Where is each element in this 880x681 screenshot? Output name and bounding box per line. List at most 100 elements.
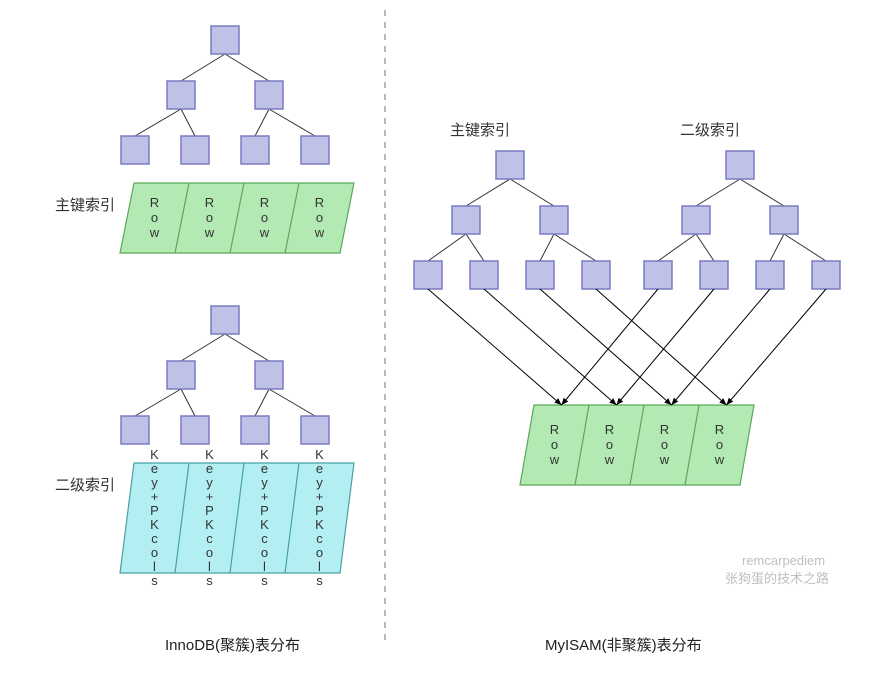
myisam-data-cell-3: o bbox=[716, 437, 723, 452]
myisam-data-cell-3: R bbox=[715, 422, 724, 437]
cell-char: + bbox=[206, 489, 214, 504]
cell-char: e bbox=[261, 461, 268, 476]
innodb-sec-tree-leaf-0 bbox=[121, 416, 149, 444]
cell-char: l bbox=[263, 559, 266, 574]
cell-char: s bbox=[206, 573, 213, 588]
myisam-data-cell-2: w bbox=[659, 452, 670, 467]
edge bbox=[255, 109, 269, 136]
cell-char: s bbox=[316, 573, 323, 588]
innodb-pk-tree-edge bbox=[225, 54, 269, 81]
myisam-pk-tree-leaf-2 bbox=[526, 261, 554, 289]
edge bbox=[135, 109, 181, 136]
myisam-data-cell-0: w bbox=[549, 452, 560, 467]
innodb-pk-tree-leaf-0 bbox=[121, 136, 149, 164]
innodb-sec-tree-leaf-2 bbox=[241, 416, 269, 444]
innodb-pk-data-cell-3: w bbox=[314, 225, 325, 240]
myisam-sec-arrow-0 bbox=[562, 289, 659, 405]
myisam-caption: MyISAM(非聚簇)表分布 bbox=[545, 636, 702, 654]
watermark-0: remcarpediem bbox=[742, 553, 825, 568]
myisam-sec-arrow-3 bbox=[727, 289, 827, 405]
cell-char: o bbox=[316, 545, 323, 560]
myisam-pk-tree-edge bbox=[466, 179, 510, 206]
cell-char: l bbox=[208, 559, 211, 574]
cell-char: K bbox=[150, 447, 159, 462]
myisam-data-cell-1: o bbox=[606, 437, 613, 452]
cell-char: y bbox=[151, 475, 158, 490]
myisam-data-cell-0: o bbox=[551, 437, 558, 452]
innodb-pk-data-cell-2: R bbox=[260, 195, 269, 210]
edge bbox=[269, 109, 315, 136]
innodb-sec-tree-root bbox=[211, 306, 239, 334]
cell-char: e bbox=[206, 461, 213, 476]
innodb-pk-data-cell-0: R bbox=[150, 195, 159, 210]
cell-char: o bbox=[261, 545, 268, 560]
myisam-pk-label: 主键索引 bbox=[450, 122, 510, 139]
innodb-pk-tree-edge bbox=[181, 54, 225, 81]
edge bbox=[428, 234, 466, 261]
innodb-sec-tree-leaf-3 bbox=[301, 416, 329, 444]
myisam-pk-arrow-3 bbox=[596, 289, 727, 405]
cell-char: e bbox=[316, 461, 323, 476]
myisam-data-cell-0: R bbox=[550, 422, 559, 437]
myisam-data-cell-3: w bbox=[714, 452, 725, 467]
myisam-pk-tree-mid-1 bbox=[540, 206, 568, 234]
innodb-pk-data-cell-2: o bbox=[261, 210, 268, 225]
innodb-sec-tree-edge bbox=[225, 334, 269, 361]
cell-char: K bbox=[315, 447, 324, 462]
cell-char: + bbox=[261, 489, 269, 504]
myisam-sec-label: 二级索引 bbox=[680, 122, 740, 139]
cell-char: K bbox=[260, 447, 269, 462]
cell-char: c bbox=[316, 531, 323, 546]
myisam-pk-tree-edge bbox=[510, 179, 554, 206]
cell-char: l bbox=[153, 559, 156, 574]
cell-char: o bbox=[151, 545, 158, 560]
myisam-pk-tree-mid-0 bbox=[452, 206, 480, 234]
innodb-pk-data-cell-0: o bbox=[151, 210, 158, 225]
innodb-caption: InnoDB(聚簇)表分布 bbox=[165, 636, 300, 654]
innodb-pk-tree-mid-1 bbox=[255, 81, 283, 109]
edge bbox=[135, 389, 181, 416]
edge bbox=[658, 234, 696, 261]
edge bbox=[696, 234, 714, 261]
myisam-pk-tree-root bbox=[496, 151, 524, 179]
innodb-pk-data-cell-3: o bbox=[316, 210, 323, 225]
cell-char: K bbox=[205, 447, 214, 462]
edge bbox=[770, 234, 784, 261]
innodb-pk-tree-root bbox=[211, 26, 239, 54]
myisam-data-cell-1: w bbox=[604, 452, 615, 467]
myisam-sec-tree-leaf-2 bbox=[756, 261, 784, 289]
innodb-sec-label: 二级索引 bbox=[55, 477, 115, 494]
edge bbox=[466, 234, 484, 261]
myisam-sec-tree-leaf-1 bbox=[700, 261, 728, 289]
edge bbox=[181, 389, 195, 416]
watermark-1: 张狗蛋的技术之路 bbox=[725, 571, 829, 586]
edge bbox=[554, 234, 596, 261]
myisam-sec-tree-mid-0 bbox=[682, 206, 710, 234]
myisam-data-cell-1: R bbox=[605, 422, 614, 437]
myisam-sec-tree-mid-1 bbox=[770, 206, 798, 234]
cell-char: P bbox=[205, 503, 214, 518]
edge bbox=[540, 234, 554, 261]
myisam-data-cell-2: o bbox=[661, 437, 668, 452]
cell-char: P bbox=[150, 503, 159, 518]
cell-char: s bbox=[151, 573, 158, 588]
cell-char: c bbox=[206, 531, 213, 546]
innodb-pk-tree-mid-0 bbox=[167, 81, 195, 109]
innodb-pk-tree-leaf-2 bbox=[241, 136, 269, 164]
right-panel: 主键索引二级索引RowRowRowRowMyISAM(非聚簇)表分布remcar… bbox=[414, 122, 840, 654]
innodb-pk-data-cell-1: R bbox=[205, 195, 214, 210]
myisam-pk-arrow-0 bbox=[428, 289, 562, 405]
innodb-pk-label: 主键索引 bbox=[55, 197, 115, 214]
myisam-sec-arrow-1 bbox=[617, 289, 715, 405]
innodb-pk-data-cell-1: w bbox=[204, 225, 215, 240]
cell-char: y bbox=[261, 475, 268, 490]
cell-char: c bbox=[151, 531, 158, 546]
edge bbox=[269, 389, 315, 416]
cell-char: K bbox=[150, 517, 159, 532]
myisam-sec-tree-leaf-0 bbox=[644, 261, 672, 289]
innodb-sec-tree-mid-1 bbox=[255, 361, 283, 389]
myisam-pk-tree-leaf-3 bbox=[582, 261, 610, 289]
cell-char: + bbox=[151, 489, 159, 504]
innodb-pk-data-cell-0: w bbox=[149, 225, 160, 240]
myisam-pk-arrow-2 bbox=[540, 289, 672, 405]
